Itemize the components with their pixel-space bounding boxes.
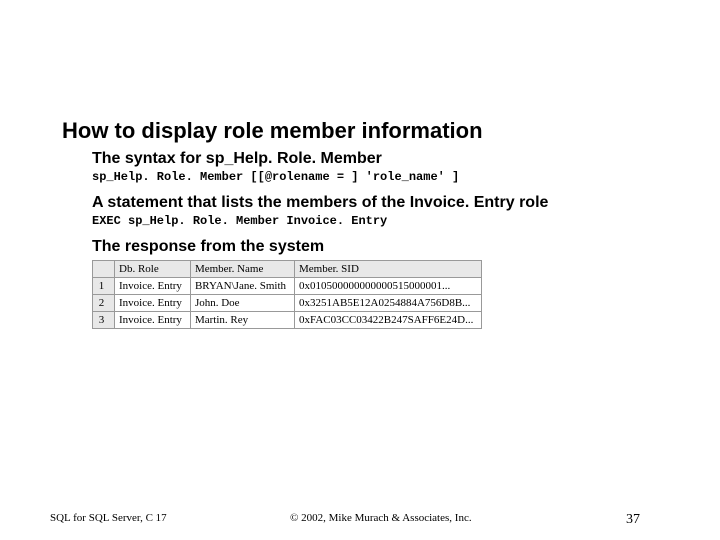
cell: BRYAN\Jane. Smith [190,278,294,295]
section-statement: A statement that lists the members of th… [92,194,662,228]
footer-mid: © 2002, Mike Murach & Associates, Inc. [290,512,472,524]
section-response: The response from the system [92,238,662,256]
response-heading: The response from the system [92,238,662,256]
statement-code: EXEC sp_Help. Role. Member Invoice. Entr… [92,214,662,228]
cell: 0x3251AB5E12A0254884A756D8B... [295,295,482,312]
slide-content: How to display role member information T… [62,118,662,329]
row-num: 1 [93,278,115,295]
table-row: 3 Invoice. Entry Martin. Rey 0xFAC03CC03… [93,312,482,329]
result-table-wrap: Db. Role Member. Name Member. SID 1 Invo… [92,260,662,329]
table-row: 2 Invoice. Entry John. Doe 0x3251AB5E12A… [93,295,482,312]
table-header-row: Db. Role Member. Name Member. SID [93,261,482,278]
row-num: 3 [93,312,115,329]
cell: Invoice. Entry [115,295,191,312]
section-syntax: The syntax for sp_Help. Role. Member sp_… [92,150,662,184]
cell: John. Doe [190,295,294,312]
syntax-code: sp_Help. Role. Member [[@rolename = ] 'r… [92,170,662,184]
col-header: Db. Role [115,261,191,278]
col-header: Member. Name [190,261,294,278]
cell: 0xFAC03CC03422B247SAFF6E24D... [295,312,482,329]
cell: 0x010500000000000515000001... [295,278,482,295]
col-header: Member. SID [295,261,482,278]
table-corner [93,261,115,278]
cell: Martin. Rey [190,312,294,329]
footer-left: SQL for SQL Server, C 17 [50,512,167,524]
statement-heading: A statement that lists the members of th… [92,194,662,212]
footer-page-number: 37 [626,512,640,528]
syntax-heading: The syntax for sp_Help. Role. Member [92,150,662,168]
page-title: How to display role member information [62,118,662,144]
cell: Invoice. Entry [115,278,191,295]
row-num: 2 [93,295,115,312]
table-row: 1 Invoice. Entry BRYAN\Jane. Smith 0x010… [93,278,482,295]
result-table: Db. Role Member. Name Member. SID 1 Invo… [92,260,482,329]
cell: Invoice. Entry [115,312,191,329]
